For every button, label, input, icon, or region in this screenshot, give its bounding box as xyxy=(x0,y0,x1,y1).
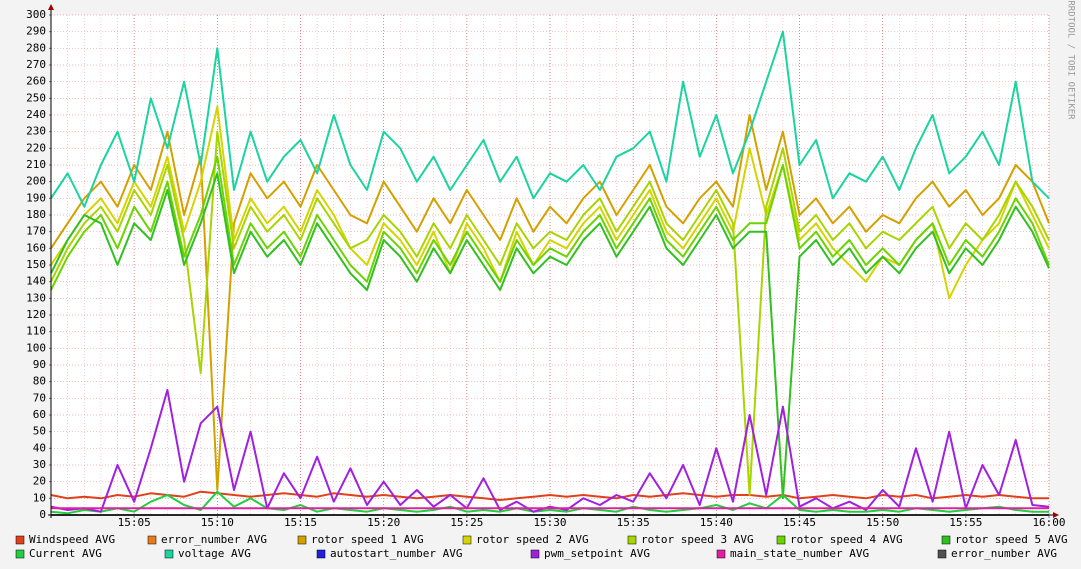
series-line xyxy=(50,389,1050,513)
legend-swatch xyxy=(937,549,947,559)
legend-label: Windspeed AVG xyxy=(29,533,115,546)
legend-swatch xyxy=(147,535,157,545)
legend-label: rotor speed 4 AVG xyxy=(790,533,903,546)
y-tick-label: 180 xyxy=(26,208,46,221)
y-tick-label: 260 xyxy=(26,75,46,88)
y-tick-label: 40 xyxy=(33,441,46,454)
y-tick-label: 290 xyxy=(26,25,46,38)
y-tick-label: 70 xyxy=(33,391,46,404)
series-line xyxy=(50,490,1049,501)
y-tick-label: 10 xyxy=(33,491,46,504)
y-axis-arrow xyxy=(48,4,54,10)
legend-label: Current AVG xyxy=(29,547,102,560)
y-tick-label: 230 xyxy=(26,125,46,138)
legend-swatch xyxy=(462,535,472,545)
y-tick-label: 110 xyxy=(26,325,46,338)
legend-swatch xyxy=(15,535,25,545)
legend-swatch xyxy=(941,535,951,545)
x-tick-label: 15:05 xyxy=(118,516,151,529)
y-tick-label: 170 xyxy=(26,225,46,238)
y-tick-label: 280 xyxy=(26,41,46,54)
legend-label: rotor speed 5 AVG xyxy=(955,533,1068,546)
x-tick-label: 15:30 xyxy=(533,516,566,529)
legend-swatch xyxy=(164,549,174,559)
y-tick-label: 250 xyxy=(26,91,46,104)
x-axis-arrow xyxy=(1053,512,1059,518)
legend-swatch xyxy=(530,549,540,559)
legend-swatch xyxy=(15,549,25,559)
y-tick-label: 100 xyxy=(26,341,46,354)
y-tick-label: 210 xyxy=(26,158,46,171)
y-tick-label: 200 xyxy=(26,175,46,188)
y-tick-label: 90 xyxy=(33,358,46,371)
y-tick-label: 0 xyxy=(39,508,46,521)
y-tick-label: 30 xyxy=(33,458,46,471)
y-tick-label: 270 xyxy=(26,58,46,71)
y-tick-label: 240 xyxy=(26,108,46,121)
legend-label: rotor speed 3 AVG xyxy=(641,533,754,546)
y-tick-label: 220 xyxy=(26,141,46,154)
x-tick-label: 15:25 xyxy=(450,516,483,529)
y-tick-label: 140 xyxy=(26,275,46,288)
legend-label: pwm_setpoint AVG xyxy=(544,547,650,560)
x-tick-label: 15:40 xyxy=(700,516,733,529)
legend-label: error_number AVG xyxy=(951,547,1057,560)
legend-label: autostart_number AVG xyxy=(330,547,462,560)
series-line xyxy=(50,490,1049,515)
y-tick-label: 60 xyxy=(33,408,46,421)
series-line xyxy=(50,114,1050,491)
x-tick-label: 15:35 xyxy=(617,516,650,529)
x-tick-label: 15:50 xyxy=(866,516,899,529)
y-tick-label: 190 xyxy=(26,191,46,204)
x-tick-label: 15:20 xyxy=(367,516,400,529)
series-line xyxy=(50,155,1050,291)
legend-label: error_number AVG xyxy=(161,533,267,546)
side-text: RRDTOOL / TOBI OETIKER xyxy=(1066,0,1076,120)
x-tick-label: 15:45 xyxy=(783,516,816,529)
y-tick-label: 160 xyxy=(26,241,46,254)
legend-label: voltage AVG xyxy=(178,547,251,560)
legend-label: rotor speed 2 AVG xyxy=(476,533,589,546)
legend-swatch xyxy=(776,535,786,545)
legend-label: main_state_number AVG xyxy=(730,547,869,560)
legend-swatch xyxy=(716,549,726,559)
legend-swatch xyxy=(316,549,326,559)
y-tick-label: 20 xyxy=(33,475,46,488)
legend-swatch xyxy=(627,535,637,545)
y-tick-label: 150 xyxy=(26,258,46,271)
legend-label: rotor speed 1 AVG xyxy=(311,533,424,546)
x-tick-label: 15:10 xyxy=(201,516,234,529)
series-line xyxy=(50,130,1050,496)
y-tick-label: 120 xyxy=(26,308,46,321)
y-tick-label: 80 xyxy=(33,375,46,388)
x-tick-label: 15:15 xyxy=(284,516,317,529)
y-tick-label: 130 xyxy=(26,291,46,304)
legend-swatch xyxy=(297,535,307,545)
series-line xyxy=(50,172,1050,500)
x-tick-label: 15:55 xyxy=(949,516,982,529)
y-tick-label: 300 xyxy=(26,8,46,21)
x-tick-label: 16:00 xyxy=(1032,516,1065,529)
series-line xyxy=(50,30,1050,208)
y-tick-label: 50 xyxy=(33,425,46,438)
